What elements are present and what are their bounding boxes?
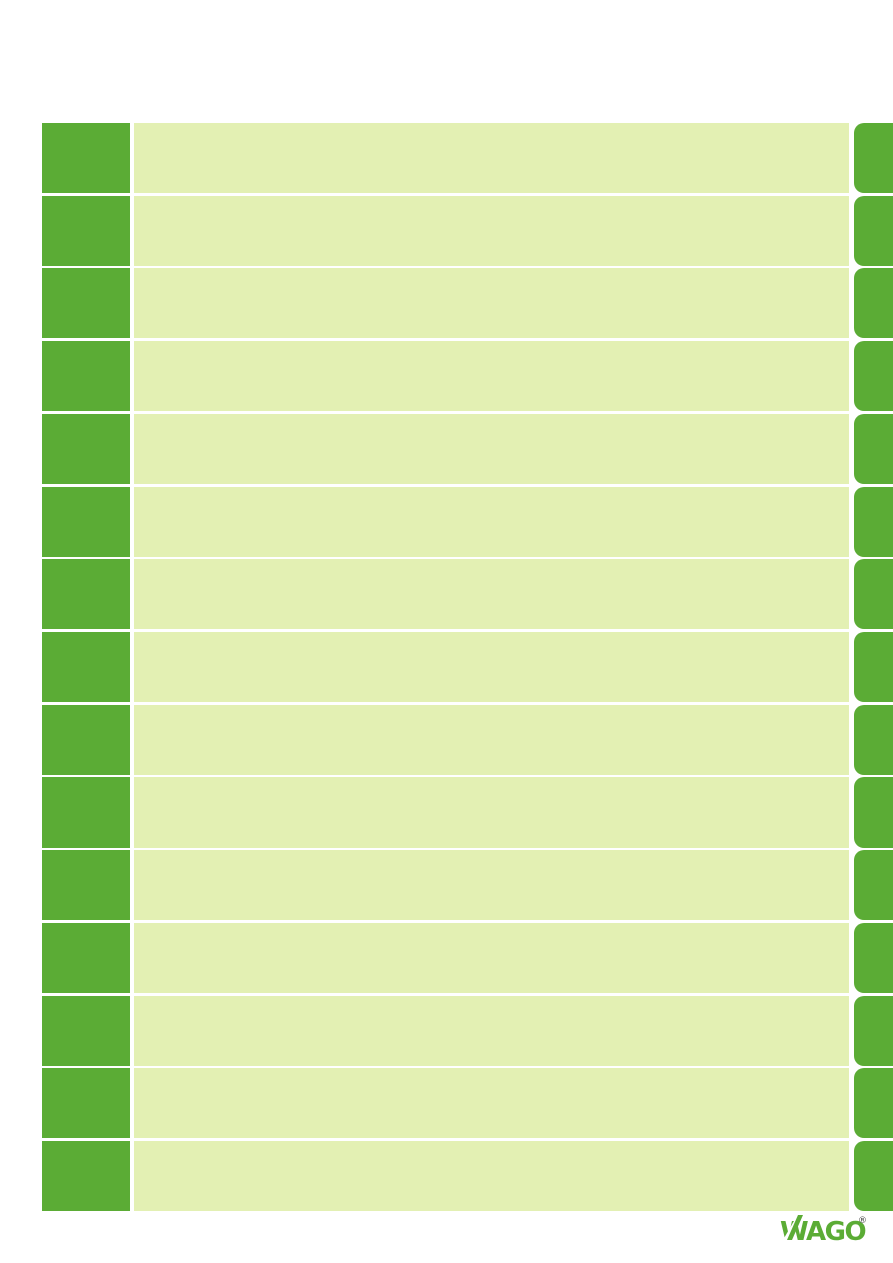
table-row	[0, 1141, 893, 1212]
wago-logo: WAGO ®	[780, 1211, 868, 1245]
row-content-placeholder	[133, 704, 849, 775]
row-left-margin	[0, 996, 42, 1066]
table-row	[0, 777, 893, 848]
table-row	[0, 413, 893, 484]
row-content-placeholder	[133, 850, 849, 921]
edge-index-tab	[853, 777, 893, 848]
row-content-placeholder	[133, 1068, 849, 1139]
table-row	[0, 922, 893, 993]
row-content-placeholder	[133, 268, 849, 339]
row-left-margin	[0, 632, 42, 702]
logo-lightning-stroke-icon	[787, 1215, 803, 1240]
row-content-placeholder	[133, 777, 849, 848]
row-index-block	[42, 632, 130, 703]
row-index-block	[42, 123, 130, 194]
row-left-margin	[0, 777, 42, 847]
registered-trademark: ®	[858, 1216, 867, 1226]
edge-index-tab	[853, 123, 893, 194]
row-left-margin	[0, 341, 42, 411]
table-row	[0, 850, 893, 921]
row-gap	[849, 559, 854, 629]
edge-index-tab	[853, 850, 893, 921]
table-row	[0, 1068, 893, 1139]
edge-index-tab	[853, 995, 893, 1066]
wago-logo-icon: WAGO ®	[780, 1215, 867, 1245]
edge-index-tab	[853, 486, 893, 557]
table-row	[0, 632, 893, 703]
edge-index-tab	[853, 413, 893, 484]
row-content-placeholder	[133, 995, 849, 1066]
row-index-block	[42, 704, 130, 775]
edge-index-tab	[853, 195, 893, 266]
row-index-block	[42, 559, 130, 630]
row-index-block	[42, 413, 130, 484]
row-index-block	[42, 922, 130, 993]
row-index-block	[42, 995, 130, 1066]
row-content-placeholder	[133, 486, 849, 557]
table-row	[0, 486, 893, 557]
edge-index-tab	[853, 632, 893, 703]
table-row	[0, 704, 893, 775]
row-content-placeholder	[133, 195, 849, 266]
row-content-placeholder	[133, 123, 849, 194]
row-index-block	[42, 268, 130, 339]
row-left-margin	[0, 196, 42, 266]
row-left-margin	[0, 1141, 42, 1211]
row-left-margin	[0, 705, 42, 775]
row-left-margin	[0, 1068, 42, 1138]
row-gap	[849, 341, 854, 411]
edge-index-tab	[853, 559, 893, 630]
table-row	[0, 268, 893, 339]
table-row	[0, 341, 893, 412]
table-row	[0, 995, 893, 1066]
table-row	[0, 195, 893, 266]
row-content-placeholder	[133, 341, 849, 412]
row-index-block	[42, 777, 130, 848]
edge-index-tab	[853, 1068, 893, 1139]
row-left-margin	[0, 559, 42, 629]
row-gap	[849, 632, 854, 702]
row-index-block	[42, 1141, 130, 1212]
row-content-placeholder	[133, 632, 849, 703]
row-gap	[849, 996, 854, 1066]
row-left-margin	[0, 123, 42, 193]
row-left-margin	[0, 268, 42, 338]
edge-index-tab	[853, 341, 893, 412]
row-left-margin	[0, 923, 42, 993]
table-row	[0, 123, 893, 194]
edge-index-tab	[853, 1141, 893, 1212]
row-content-placeholder	[133, 559, 849, 630]
row-gap	[849, 923, 854, 993]
row-gap	[849, 196, 854, 266]
row-content-placeholder	[133, 922, 849, 993]
row-index-block	[42, 341, 130, 412]
row-index-block	[42, 486, 130, 557]
row-gap	[849, 777, 854, 847]
edge-index-tab	[853, 268, 893, 339]
row-index-block	[42, 850, 130, 921]
row-gap	[849, 1068, 854, 1138]
row-index-block	[42, 195, 130, 266]
row-left-margin	[0, 487, 42, 557]
row-content-placeholder	[133, 1141, 849, 1212]
row-left-margin	[0, 414, 42, 484]
row-gap	[849, 850, 854, 920]
row-left-margin	[0, 850, 42, 920]
edge-index-tab	[853, 922, 893, 993]
row-gap	[849, 487, 854, 557]
row-index-block	[42, 1068, 130, 1139]
edge-index-tab	[853, 704, 893, 775]
row-gap	[849, 1141, 854, 1211]
row-gap	[849, 268, 854, 338]
row-gap	[849, 705, 854, 775]
row-content-placeholder	[133, 413, 849, 484]
row-list	[0, 123, 893, 1212]
row-gap	[849, 414, 854, 484]
row-gap	[849, 123, 854, 193]
table-row	[0, 559, 893, 630]
